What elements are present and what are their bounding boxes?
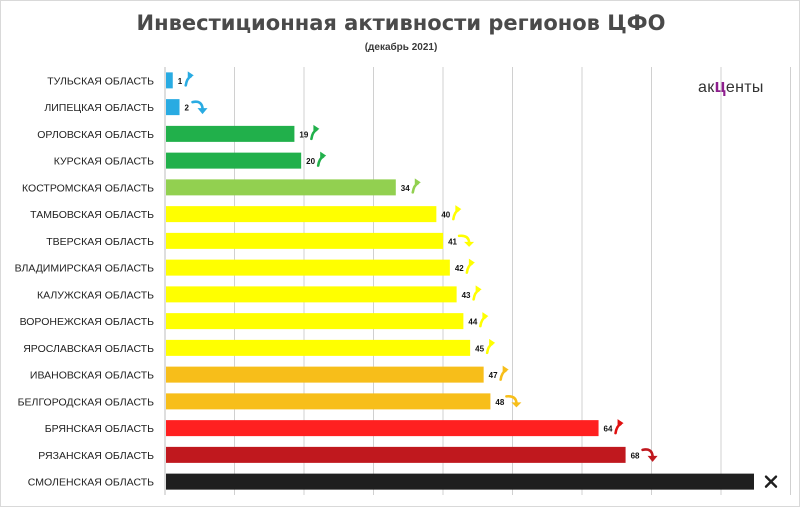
category-label: КУРСКАЯ ОБЛАСТЬ xyxy=(54,156,154,168)
category-label: ИВАНОВСКАЯ ОБЛАСТЬ xyxy=(30,370,154,382)
category-label: РЯЗАНСКАЯ ОБЛАСТЬ xyxy=(38,450,154,462)
logo-mark: ц xyxy=(714,76,726,96)
data-label: 45 xyxy=(475,344,484,353)
cross-icon xyxy=(764,475,778,488)
data-label: 2 xyxy=(185,104,190,113)
trend-up-arrowhead-icon xyxy=(455,205,462,214)
data-label: 19 xyxy=(299,130,308,139)
chart-subtitle: (декабрь 2021) xyxy=(364,42,438,53)
trend-up-arrowhead-icon xyxy=(617,419,624,428)
bar xyxy=(166,313,464,330)
bar xyxy=(166,393,491,410)
trend-up-arrowhead-icon xyxy=(187,71,194,80)
data-label: 20 xyxy=(306,157,315,166)
category-label: СМОЛЕНСКАЯ ОБЛАСТЬ xyxy=(28,477,154,489)
trend-down-arrowhead-icon xyxy=(647,455,658,462)
trend-up-arrowhead-icon xyxy=(482,312,489,321)
trend-up-arrowhead-icon xyxy=(414,178,421,187)
category-label: ТУЛЬСКАЯ ОБЛАСТЬ xyxy=(47,75,154,87)
trend-up-arrowhead-icon xyxy=(468,258,475,267)
bar xyxy=(166,259,450,276)
bar xyxy=(166,152,302,169)
trend-up-arrowhead-icon xyxy=(475,285,482,294)
category-label: ОРЛОВСКАЯ ОБЛАСТЬ xyxy=(37,129,154,141)
data-label: 40 xyxy=(441,211,450,220)
bar xyxy=(166,206,437,223)
brand-logo: акценты xyxy=(698,76,764,97)
trend-curve-arrow-icon xyxy=(457,234,471,244)
trend-up-arrowhead-icon xyxy=(502,365,509,374)
logo-text-end: енты xyxy=(725,79,764,96)
bar xyxy=(166,366,484,383)
category-label: ЯРОСЛАВСКАЯ ОБЛАСТЬ xyxy=(23,343,154,355)
data-label: 41 xyxy=(448,237,457,246)
category-label: КОСТРОМСКАЯ ОБЛАСТЬ xyxy=(22,182,154,194)
data-label: 44 xyxy=(468,318,477,327)
category-label: БЕЛГОРОДСКАЯ ОБЛАСТЬ xyxy=(18,396,154,408)
trend-up-arrowhead-icon xyxy=(489,338,496,347)
category-label: ВЛАДИМИРСКАЯ ОБЛАСТЬ xyxy=(15,263,155,275)
bar xyxy=(166,473,754,490)
bar xyxy=(166,125,295,142)
data-label: 43 xyxy=(462,291,471,300)
bar xyxy=(166,446,626,463)
category-label: ЛИПЕЦКАЯ ОБЛАСТЬ xyxy=(44,102,154,114)
data-label: 64 xyxy=(604,425,613,434)
data-label: 42 xyxy=(455,264,464,273)
bar xyxy=(166,339,471,356)
data-label: 1 xyxy=(178,77,183,86)
trend-curve-arrow-icon xyxy=(505,394,518,404)
trend-down-arrow-icon xyxy=(191,100,204,110)
bar xyxy=(166,286,457,303)
category-label: БРЯНСКАЯ ОБЛАСТЬ xyxy=(45,423,154,435)
trend-curve-arrowhead-icon xyxy=(511,402,522,408)
bar xyxy=(166,99,180,116)
bar xyxy=(166,72,173,89)
category-label: ТВЕРСКАЯ ОБЛАСТЬ xyxy=(46,236,154,248)
trend-down-arrowhead-icon xyxy=(197,108,208,115)
category-label: ТАМБОВСКАЯ ОБЛАСТЬ xyxy=(30,209,154,221)
data-label: 68 xyxy=(631,451,640,460)
trend-down-arrow-icon xyxy=(641,448,654,458)
trend-up-arrowhead-icon xyxy=(313,124,320,133)
category-label: КАЛУЖСКАЯ ОБЛАСТЬ xyxy=(37,289,154,301)
chart-title: Инвестиционная активности регионов ЦФО xyxy=(136,11,666,35)
bar xyxy=(166,232,444,249)
category-label: ВОРОНЕЖСКАЯ ОБЛАСТЬ xyxy=(20,316,154,328)
data-label: 48 xyxy=(495,398,504,407)
data-label: 34 xyxy=(401,184,410,193)
trend-up-arrowhead-icon xyxy=(320,151,327,160)
bar xyxy=(166,179,396,196)
logo-text-start: ак xyxy=(698,79,715,96)
trend-curve-arrowhead-icon xyxy=(464,241,475,247)
data-label: 47 xyxy=(489,371,498,380)
bar xyxy=(166,420,599,437)
